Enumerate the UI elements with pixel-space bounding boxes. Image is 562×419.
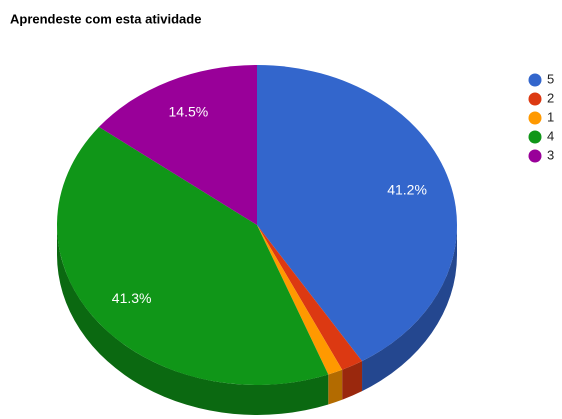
slice-side <box>362 225 457 392</box>
slice <box>257 65 458 362</box>
legend-label: 5 <box>547 71 554 86</box>
slice-label: 14.5% <box>169 104 209 120</box>
slice-side <box>342 361 363 400</box>
slice-side <box>328 369 343 405</box>
slice-side <box>57 225 329 416</box>
legend-swatch <box>528 92 542 106</box>
slice <box>257 225 363 370</box>
legend-label: 2 <box>547 90 554 105</box>
legend-swatch <box>528 73 542 87</box>
slice <box>56 126 329 385</box>
legend-label: 4 <box>547 128 554 143</box>
slice-label: 41.3% <box>112 290 152 306</box>
legend-label: 3 <box>547 147 554 162</box>
slice <box>98 65 257 225</box>
legend-swatch <box>528 149 542 163</box>
legend-swatch <box>528 111 542 125</box>
chart-title: Aprendeste com esta atividade <box>10 11 201 26</box>
legend-swatch <box>528 130 542 144</box>
legend-label: 1 <box>547 109 554 124</box>
slice-label: 41.2% <box>387 182 427 198</box>
slice <box>257 225 343 375</box>
